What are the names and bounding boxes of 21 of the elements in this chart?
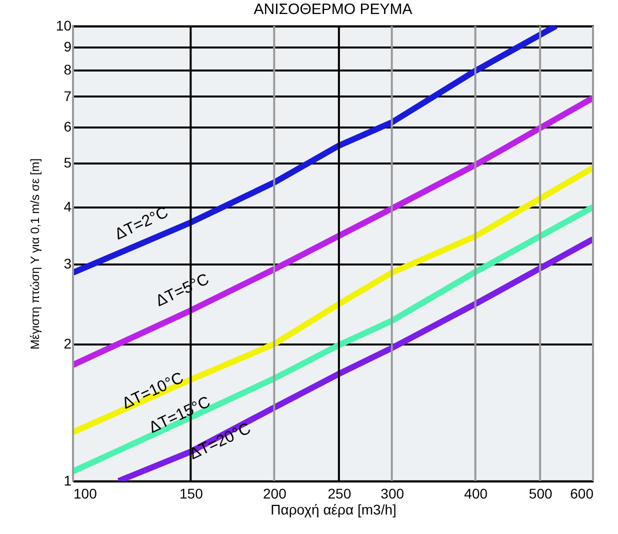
y-tick-label: 10: [56, 18, 72, 34]
x-tick-label: 100: [74, 486, 98, 502]
x-tick-label: 600: [570, 486, 594, 502]
x-tick-label: 250: [328, 486, 352, 502]
y-tick-label: 6: [64, 118, 72, 134]
y-tick-label: 1: [64, 472, 72, 488]
x-tick-label: 300: [380, 486, 404, 502]
chart-title: ΑΝΙΣΟΘΕΡΜΟ ΡΕΥΜΑ: [254, 1, 412, 18]
x-tick-label: 150: [179, 486, 204, 502]
x-tick-label: 500: [528, 486, 552, 502]
x-tick-label: 200: [262, 486, 287, 502]
y-tick-label: 9: [64, 38, 72, 54]
y-tick-label: 8: [64, 62, 72, 78]
x-axis-title: Παροχή αέρα [m3/h]: [270, 502, 396, 518]
y-tick-label: 7: [64, 88, 72, 104]
y-tick-label: 5: [64, 154, 72, 170]
y-tick-label: 3: [64, 255, 72, 272]
x-tick-label: 400: [464, 486, 488, 502]
y-tick-label: 2: [64, 336, 72, 352]
y-axis-title: Μέγιστη πτώση Υ για 0,1 m/s σε [m]: [28, 158, 42, 350]
y-tick-label: 4: [64, 198, 72, 215]
